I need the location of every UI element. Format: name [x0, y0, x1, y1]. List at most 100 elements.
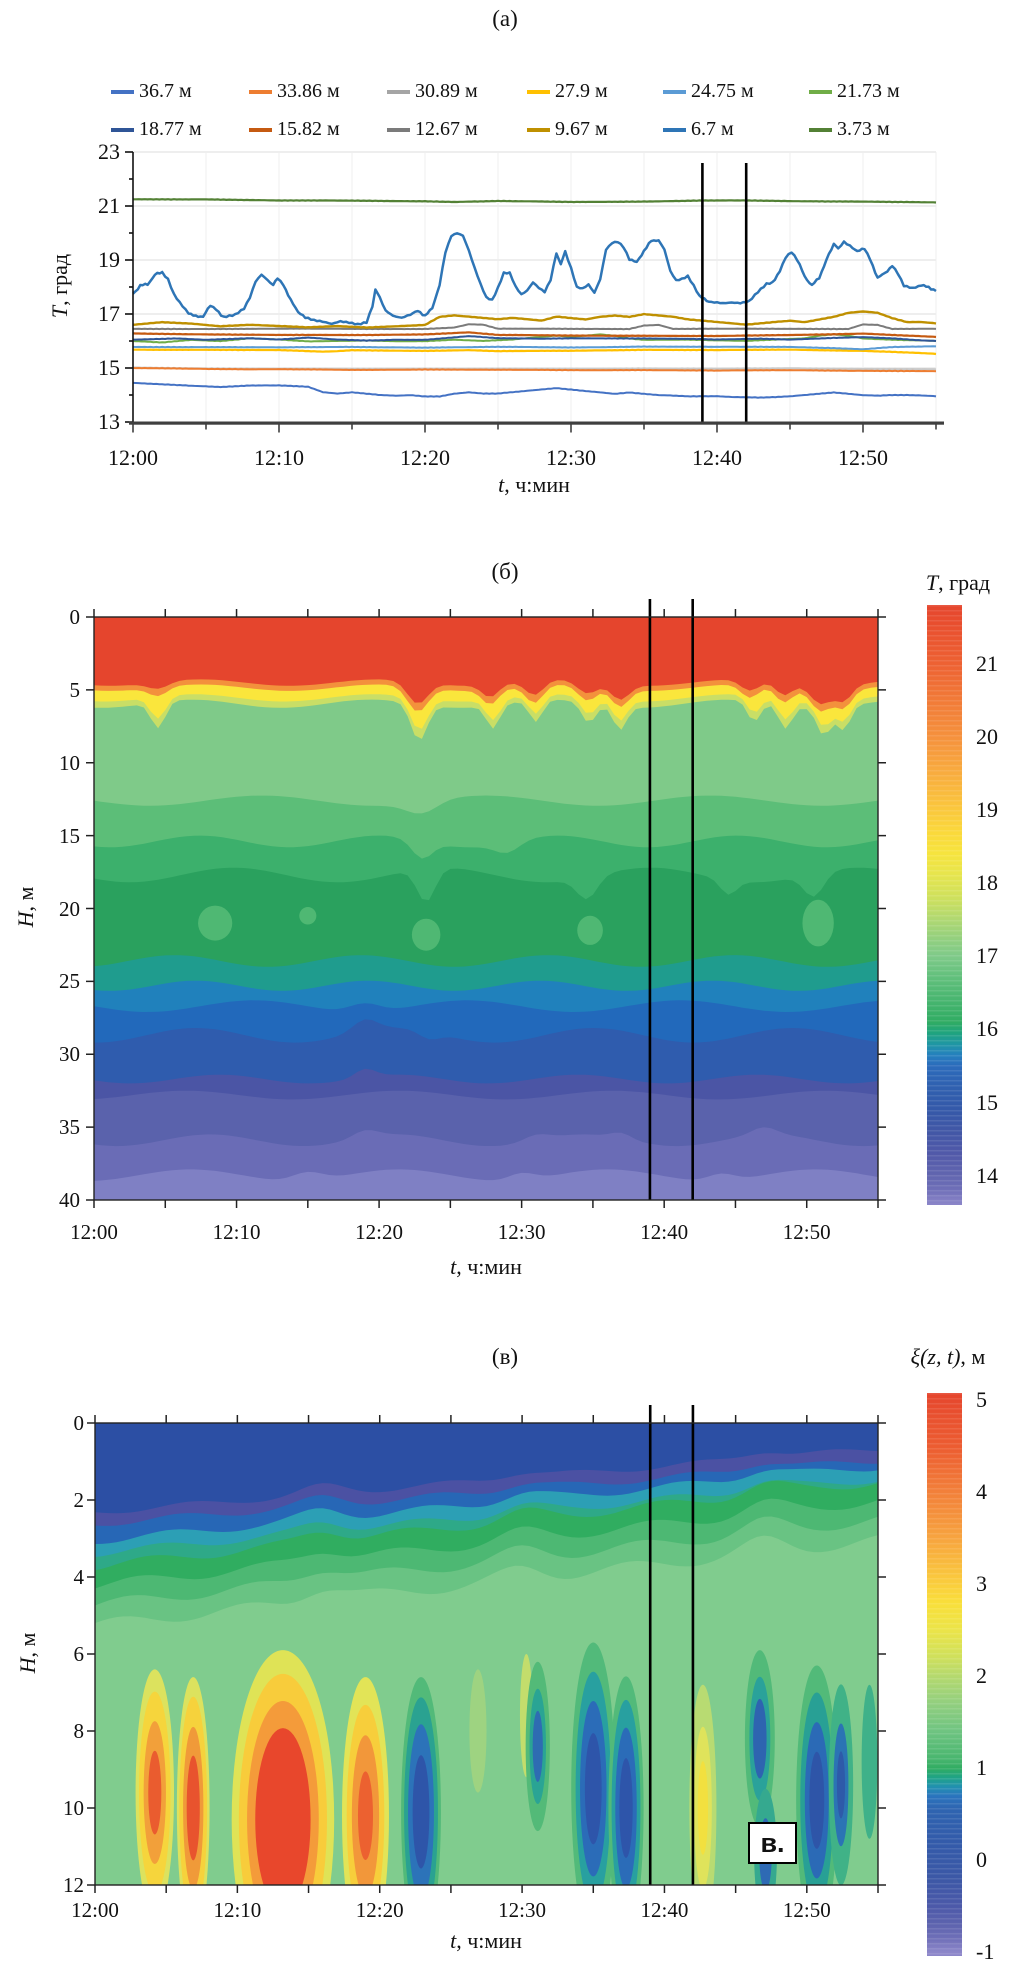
series-9.67 м: [132, 310, 937, 329]
legend-item: 21.73 м: [809, 80, 929, 103]
legend-line-swatch: [111, 89, 134, 94]
panel-a-line-chart: [125, 151, 944, 433]
panel-a-title: (а): [492, 6, 518, 31]
panel-b-title: (б): [491, 559, 519, 584]
legend-line-swatch: [809, 89, 832, 94]
panel-b-y-tick-label: 5: [69, 677, 81, 702]
panel-v-annotation-box: в.: [748, 1822, 797, 1864]
anomaly-blob: [619, 1758, 633, 1858]
panel-v-title: (в): [491, 1344, 519, 1369]
panel-b-y-tick-label: 20: [59, 896, 80, 921]
anomaly-blob: [357, 1771, 374, 1861]
anomaly-blob: [186, 1755, 200, 1861]
panel-v-y-tick-label: 8: [73, 1719, 85, 1743]
legend-label: 18.77 м: [139, 118, 202, 140]
panel-b-colorbar-tick-label: 17: [976, 943, 998, 969]
panel-b-x-tick-label: 12:00: [70, 1220, 118, 1244]
panel-b-colorbar-tick-label: 19: [976, 796, 998, 822]
legend-item: 15.82 м: [249, 118, 387, 141]
legend-line-swatch: [111, 127, 134, 132]
panel-a-x-tick-label: 12:10: [253, 445, 305, 470]
panel-a-y-tick-label: 13: [98, 409, 120, 434]
panel-a-xlabel: t, ч:мин: [498, 472, 570, 497]
panel-b-y-tick-label: 0: [69, 605, 81, 629]
panel-a-x-tick-label: 12:50: [837, 445, 889, 470]
panel-b-y-tick-label: 35: [59, 1115, 80, 1140]
anomaly-blob: [697, 1761, 709, 1855]
panel-b-colorbar-tick-label: 14: [976, 1162, 998, 1188]
legend-line-swatch: [527, 127, 550, 132]
anomaly-blob: [584, 1733, 602, 1845]
panel-v-x-tick-label: 12:40: [640, 1898, 689, 1922]
panel-v-y-tick-label: 4: [73, 1565, 85, 1589]
legend-label: 6.7 м: [691, 118, 734, 140]
legend-label: 33.86 м: [277, 80, 340, 102]
panel-b-y-tick-label: 15: [59, 823, 80, 848]
contour-patch: [577, 915, 603, 945]
legend-item: 6.7 м: [663, 118, 809, 141]
legend-item: 12.67 м: [387, 118, 527, 141]
panel-v-colorbar-tick-label: 2: [976, 1663, 987, 1689]
isotherm-band: [94, 1169, 878, 1200]
panel-v-x-tick-label: 12:20: [355, 1898, 404, 1922]
panel-b-colorbar-tick-label: 20: [976, 723, 998, 749]
panel-v-colorbar-tick-label: -1: [976, 1939, 995, 1965]
anomaly-blob: [809, 1751, 825, 1849]
panel-b-x-tick-label: 12:40: [640, 1220, 689, 1244]
panel-b-colorbar-tick-label: 15: [976, 1089, 998, 1115]
panel-b-heatmap: [86, 599, 886, 1208]
series-6.7 м: [132, 232, 937, 326]
panel-a-y-tick-label: 23: [98, 139, 120, 164]
legend-row-2: 18.77 м 15.82 м 12.67 м 9.67 м 6.7 м 3.73 м: [111, 118, 929, 141]
legend-label: 9.67 м: [555, 118, 608, 140]
panel-b-y-tick-label: 25: [59, 969, 80, 994]
anomaly-blob: [412, 1755, 430, 1869]
legend-label: 3.73 м: [837, 118, 890, 140]
contour-patch: [299, 907, 317, 925]
legend-line-swatch: [249, 89, 272, 94]
legend-line-swatch: [663, 89, 686, 94]
legend-line-swatch: [663, 127, 686, 132]
panel-b-x-tick-label: 12:50: [782, 1220, 831, 1244]
anomaly-blob: [148, 1750, 162, 1835]
series-18.77 м: [133, 335, 937, 342]
anomaly-blob: [836, 1751, 846, 1819]
series-27.9 м: [132, 348, 937, 356]
legend-label: 21.73 м: [837, 80, 900, 102]
panel-v-y-tick-label: 10: [63, 1796, 84, 1820]
panel-a-x-tick-label: 12:30: [545, 445, 597, 470]
panel-v-colorbar-tick-label: 0: [976, 1847, 987, 1873]
panel-a-x-tick-label: 12:20: [399, 445, 451, 470]
panel-b-y-tick-label: 10: [59, 750, 80, 775]
panel-b-x-tick-label: 12:20: [355, 1220, 403, 1244]
legend-label: 27.9 м: [555, 80, 608, 102]
legend-item: 9.67 м: [527, 118, 663, 141]
panel-v-heatmap: [87, 1405, 886, 1893]
panel-a-y-tick-label: 15: [98, 355, 120, 380]
panel-v-colorbar-title: ξ(z, t), м: [910, 1344, 986, 1369]
legend-line-swatch: [387, 127, 410, 132]
panel-b-xlabel: t, ч:мин: [450, 1254, 522, 1279]
panel-v-colorbar-tick-label: 4: [976, 1479, 987, 1505]
panel-b-x-tick-label: 12:30: [497, 1220, 546, 1244]
panel-v-x-tick-label: 12:10: [213, 1898, 262, 1922]
panel-v-y-tick-label: 6: [73, 1642, 85, 1666]
series-33.86 м: [132, 367, 937, 373]
series-24.75 м: [132, 345, 937, 351]
panel-b-colorbar-tick-label: 21: [976, 650, 998, 676]
panel-a-y-tick-label: 21: [98, 193, 120, 218]
panel-v-xlabel: t, ч:мин: [450, 1928, 522, 1953]
panel-v-x-tick-label: 12:00: [71, 1898, 119, 1922]
panel-v-x-tick-label: 12:50: [782, 1898, 831, 1922]
legend-line-swatch: [249, 127, 272, 132]
panel-v-y-tick-label: 2: [73, 1488, 85, 1512]
panel-b-colorbar-tick-label: 18: [976, 870, 998, 896]
series-36.7 м: [132, 381, 937, 399]
legend-item: 27.9 м: [527, 80, 663, 103]
panel-v-colorbar-tick-label: 1: [976, 1755, 987, 1781]
panel-v-y-tick-label: 0: [73, 1411, 85, 1435]
panel-v-x-tick-label: 12:30: [498, 1898, 546, 1922]
panel-b-colorbar-tick-label: 16: [976, 1016, 998, 1042]
panel-v-colorbar: [927, 1393, 962, 1956]
